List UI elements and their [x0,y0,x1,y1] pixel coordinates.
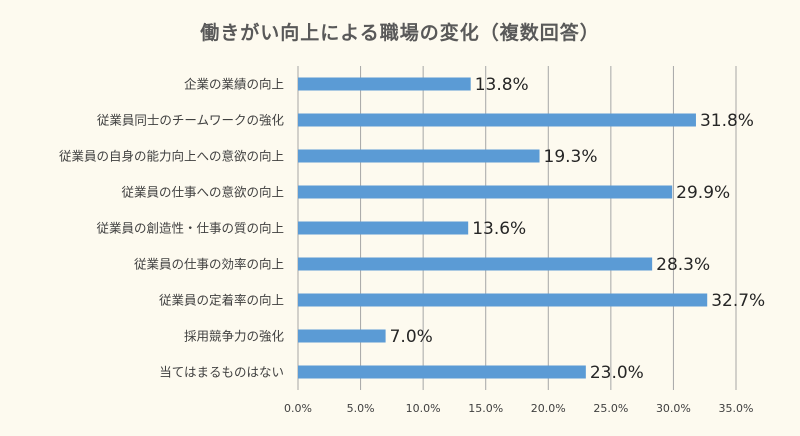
x-tick-label: 20.0% [531,402,566,415]
data-label: 13.6% [472,219,526,239]
category-label: 当てはまるものはない [159,365,284,380]
category-label: 従業員の仕事の効率の向上 [134,257,284,272]
bar [298,257,653,271]
bar [298,77,471,91]
x-tick-label: 35.0% [719,402,754,415]
data-label: 31.8% [700,111,754,131]
category-label: 従業員の仕事への意欲の向上 [121,185,284,200]
data-label: 19.3% [544,147,598,167]
bar [298,221,469,235]
x-tick-label: 5.0% [347,402,375,415]
data-label: 7.0% [390,327,433,347]
category-label: 採用競争力の強化 [184,329,285,344]
x-tick-label: 30.0% [656,402,691,415]
data-label: 23.0% [590,363,644,383]
bar [298,149,540,163]
data-label: 32.7% [711,291,765,311]
x-tick-label: 15.0% [468,402,503,415]
category-label: 従業員の創造性・仕事の質の向上 [96,221,284,236]
chart-title: 働きがい向上による職場の変化（複数回答） [200,22,600,44]
bar [298,113,696,127]
x-tick-label: 0.0% [284,402,312,415]
bar [298,185,673,199]
bar [298,293,708,307]
bar [298,365,586,379]
category-label: 従業員の定着率の向上 [159,293,284,308]
data-label: 28.3% [656,255,710,275]
bar [298,329,386,343]
data-label: 13.8% [475,75,529,95]
category-label: 従業員の自身の能力向上への意欲の向上 [59,149,284,164]
data-label: 29.9% [676,183,730,203]
category-label: 従業員同士のチームワークの強化 [97,113,285,128]
x-tick-label: 10.0% [406,402,441,415]
category-label: 企業の業績の向上 [184,77,284,92]
x-tick-label: 25.0% [593,402,628,415]
